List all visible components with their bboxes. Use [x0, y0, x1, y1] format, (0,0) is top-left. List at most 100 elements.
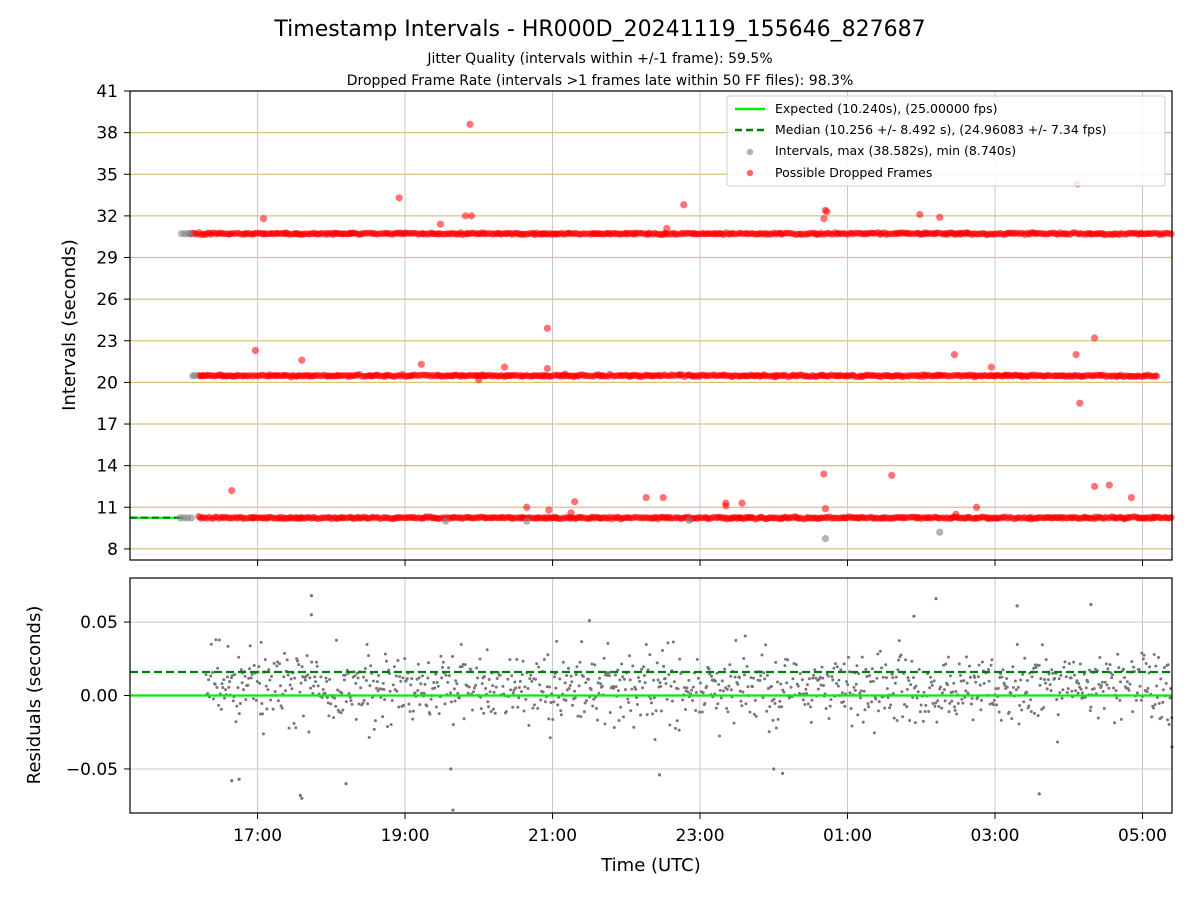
- residual-outlier-point: [1015, 604, 1019, 608]
- residual-point: [413, 691, 417, 695]
- residual-point: [1164, 681, 1168, 685]
- residual-point: [642, 674, 646, 678]
- chart-subtitle-jitter: Jitter Quality (intervals within +/-1 fr…: [426, 51, 772, 67]
- residual-point: [1038, 683, 1042, 687]
- residual-point: [940, 706, 944, 710]
- residual-point: [620, 662, 624, 666]
- residual-point: [977, 663, 981, 667]
- residual-point: [268, 678, 272, 682]
- residual-point: [658, 681, 662, 685]
- residual-point: [363, 666, 367, 670]
- residual-point: [740, 704, 744, 708]
- residual-point: [780, 705, 784, 709]
- residual-point: [398, 675, 402, 679]
- residual-point: [427, 661, 431, 665]
- residual-point: [1155, 696, 1159, 700]
- residual-point: [1003, 683, 1007, 687]
- residual-point: [626, 697, 630, 701]
- residual-point: [1043, 677, 1047, 681]
- residual-point: [885, 687, 889, 691]
- residual-point: [275, 664, 279, 668]
- residual-point: [597, 691, 601, 695]
- residual-point: [248, 667, 252, 671]
- residual-point: [1113, 721, 1117, 725]
- residual-point: [228, 680, 232, 684]
- residual-point: [447, 666, 451, 670]
- residual-point: [990, 658, 994, 662]
- residual-point: [353, 674, 357, 678]
- residual-point: [929, 675, 933, 679]
- residual-point: [621, 675, 625, 679]
- intervals-y-ticks: 8 11 14 17 20 23 26 29 32 35 38 41: [96, 82, 130, 560]
- residual-point: [807, 677, 811, 681]
- residual-point: [381, 715, 385, 719]
- residual-point: [237, 655, 241, 659]
- residual-point: [267, 668, 271, 672]
- residual-point: [299, 681, 303, 685]
- residual-point: [511, 691, 515, 695]
- residual-point: [1089, 705, 1093, 709]
- residual-point: [659, 684, 663, 688]
- residual-point: [1047, 672, 1051, 676]
- dropped-frame-point: [1167, 230, 1175, 238]
- residual-point: [543, 700, 547, 704]
- dropped-frame-outlier: [571, 498, 579, 506]
- x-tick-label: 05:00: [1118, 826, 1167, 846]
- dropped-frame-outlier: [722, 502, 730, 510]
- residual-point: [1161, 700, 1165, 704]
- residual-point: [768, 705, 772, 709]
- residual-point: [878, 649, 882, 653]
- dropped-frame-outlier: [771, 373, 779, 381]
- residual-point: [964, 655, 968, 659]
- residual-point: [600, 684, 604, 688]
- residual-point: [1101, 689, 1105, 693]
- residual-point: [830, 675, 834, 679]
- dropped-frame-outlier: [1090, 334, 1099, 342]
- residual-point: [1138, 684, 1142, 688]
- residual-point: [642, 665, 646, 669]
- dropped-frame-outlier: [916, 210, 924, 219]
- residual-point: [347, 692, 351, 696]
- residual-point: [478, 657, 482, 661]
- residual-point: [701, 691, 705, 695]
- residual-point: [301, 714, 305, 718]
- legend-dropped-label: Possible Dropped Frames: [775, 165, 932, 180]
- residual-point: [428, 712, 432, 716]
- residual-point: [874, 697, 878, 701]
- residual-point: [690, 688, 694, 692]
- residual-point: [554, 686, 558, 690]
- dropped-frame-outlier: [642, 493, 650, 502]
- residual-point: [531, 706, 535, 710]
- residual-point: [707, 667, 711, 671]
- residual-point: [1072, 660, 1076, 664]
- residual-point: [667, 673, 671, 677]
- residual-point: [952, 705, 956, 709]
- residual-point: [623, 688, 627, 692]
- residual-point: [665, 697, 669, 701]
- dropped-frame-outlier: [659, 493, 667, 502]
- residual-point: [433, 686, 437, 690]
- residual-point: [333, 696, 337, 700]
- residual-point: [935, 720, 939, 724]
- residual-point: [290, 687, 294, 691]
- residual-point: [864, 667, 868, 671]
- residual-point: [841, 700, 845, 704]
- residual-point: [313, 675, 317, 679]
- residual-point: [1075, 679, 1079, 683]
- residual-point: [858, 696, 862, 700]
- residual-point: [1134, 698, 1138, 702]
- residual-point: [354, 717, 358, 721]
- residual-point: [691, 685, 695, 689]
- residual-point: [269, 674, 273, 678]
- residual-point: [652, 678, 656, 682]
- residual-point: [728, 663, 732, 667]
- dropped-frame-outlier: [820, 470, 828, 478]
- residual-point: [854, 682, 858, 686]
- residual-point: [311, 692, 315, 696]
- residual-point: [760, 653, 764, 657]
- residual-outlier-point: [298, 793, 302, 797]
- residual-point: [307, 730, 311, 734]
- residual-point: [243, 674, 247, 678]
- residual-point: [426, 676, 430, 680]
